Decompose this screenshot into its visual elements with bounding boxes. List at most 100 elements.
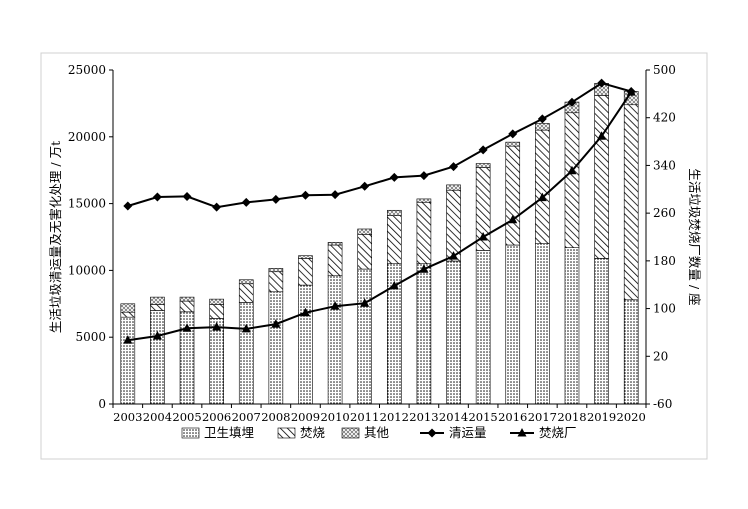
line-plants: [127, 91, 633, 342]
bar-crosshatch-2015: [475, 163, 491, 168]
bar-hatch-2004: [150, 304, 165, 311]
bar-hatch-2007: [238, 283, 254, 303]
x-tick-label: 2013: [409, 410, 438, 424]
bar-crosshatch-2012: [387, 209, 402, 216]
bar-crosshatch-2004: [150, 296, 165, 305]
y-tick-label-left: 20000: [68, 130, 106, 144]
diamond-point-2009: [300, 190, 310, 200]
bar-dots-2009: [298, 284, 313, 405]
bar-hatch-2008: [268, 271, 284, 293]
y-axis-label-left: 生活垃圾清运量及无害化处理 / 万t: [48, 141, 63, 333]
y-tick-label-left: 5000: [75, 330, 106, 344]
y-tick-label-right: 260: [653, 206, 676, 220]
x-tick-label: 2011: [350, 410, 379, 424]
y-tick-label-right: 340: [653, 158, 676, 172]
legend: 卫生填埋 焚烧 其他 清运量 焚烧厂: [181, 425, 577, 440]
bar-dots-2019: [594, 258, 609, 405]
x-tick-label: 2003: [113, 410, 142, 424]
x-tick-label: 2008: [261, 410, 290, 424]
triangle-point-2012: [389, 280, 399, 290]
y-tick-label-left: 15000: [68, 197, 106, 211]
legend-swatch-dots: [181, 427, 200, 439]
axes-layer: 0 5000 10000 15000 20000 25000 -60 20 100 180 260 3…: [68, 63, 676, 424]
triangle-point-2017: [537, 192, 547, 202]
diamond-point-2018: [567, 97, 577, 107]
triangle-point-2015: [478, 232, 488, 241]
triangle-point-2007: [241, 323, 251, 333]
triangle-point-2018: [567, 165, 577, 175]
bar-dots-2014: [446, 260, 461, 405]
triangle-point-2006: [212, 322, 222, 331]
bar-crosshatch-2009: [298, 255, 313, 259]
x-tick-label: 2020: [617, 410, 646, 424]
legend-label: 其他: [364, 425, 390, 440]
diamond-point-2004: [152, 192, 162, 202]
bar-dots-2010: [327, 275, 343, 405]
bar-crosshatch-2005: [179, 296, 195, 302]
chart-frame: [40, 52, 708, 460]
bar-dots-2007: [238, 302, 254, 405]
diamond-point-2015: [478, 145, 488, 155]
triangle-point-2010: [330, 301, 340, 310]
x-tick-label: 2010: [320, 410, 349, 424]
y-tick-label-right: 100: [653, 302, 676, 316]
bar-dots-2008: [268, 291, 284, 405]
diamond-point-2012: [389, 172, 399, 182]
triangle-point-2019: [597, 131, 607, 140]
triangle-point-2016: [508, 214, 518, 224]
bar-dots-2006: [209, 318, 224, 405]
bar-hatch-2011: [357, 234, 372, 270]
bar-crosshatch-2017: [535, 123, 550, 131]
bar-dots-2015: [475, 250, 491, 405]
x-tick-label: 2005: [172, 410, 201, 424]
triangle-point-2013: [419, 264, 429, 273]
legend-triangle-marker: [517, 428, 527, 437]
bars-layer: [120, 83, 639, 405]
triangle-point-2014: [449, 251, 459, 260]
x-tick-label: 2016: [498, 410, 527, 424]
bar-hatch-2017: [535, 129, 550, 244]
y-tick-label-right: -60: [653, 397, 672, 411]
diamond-point-2003: [123, 201, 133, 211]
legend-diamond-marker: [427, 428, 437, 438]
bar-hatch-2005: [179, 300, 195, 313]
bar-crosshatch-2003: [120, 303, 136, 313]
bar-dots-2018: [564, 247, 580, 405]
legend-swatch-crosshatch: [341, 427, 360, 439]
bar-crosshatch-2008: [268, 268, 284, 273]
bar-hatch-2003: [120, 311, 136, 318]
bar-hatch-2018: [564, 112, 580, 248]
triangle-point-2003: [123, 335, 133, 344]
bar-dots-2016: [505, 244, 521, 405]
lines-layer: [123, 78, 636, 344]
legend-label: 焚烧: [300, 425, 326, 440]
legend-label: 焚烧厂: [539, 425, 577, 440]
y-axis-label-right: 生活垃圾焚烧厂数量 / 座: [687, 168, 702, 305]
triangle-point-2008: [271, 319, 281, 328]
x-tick-label: 2007: [232, 410, 261, 424]
diamond-point-2014: [449, 162, 459, 172]
x-tick-label: 2018: [557, 410, 586, 424]
triangle-point-2020: [626, 87, 636, 96]
x-tick-label: 2017: [528, 410, 557, 424]
y-tick-label-right: 420: [653, 111, 676, 125]
bar-crosshatch-2007: [238, 279, 254, 285]
bar-crosshatch-2016: [505, 141, 521, 147]
triangle-point-2011: [360, 298, 370, 307]
diamond-point-2007: [241, 197, 251, 207]
bar-dots-2017: [535, 243, 550, 405]
diamond-point-2019: [597, 78, 607, 88]
bar-crosshatch-2011: [357, 228, 372, 235]
diamond-point-2010: [330, 190, 340, 200]
bar-crosshatch-2013: [416, 198, 432, 203]
bar-hatch-2020: [623, 104, 639, 301]
bar-hatch-2009: [298, 258, 313, 286]
bar-dots-2011: [357, 268, 372, 405]
diamond-point-2006: [212, 202, 222, 212]
triangle-point-2004: [152, 331, 162, 340]
bar-hatch-2019: [594, 95, 609, 259]
y-tick-label-left: 10000: [68, 263, 106, 277]
x-tick-label: 2015: [468, 410, 497, 424]
legend-label: 卫生填埋: [204, 425, 255, 440]
